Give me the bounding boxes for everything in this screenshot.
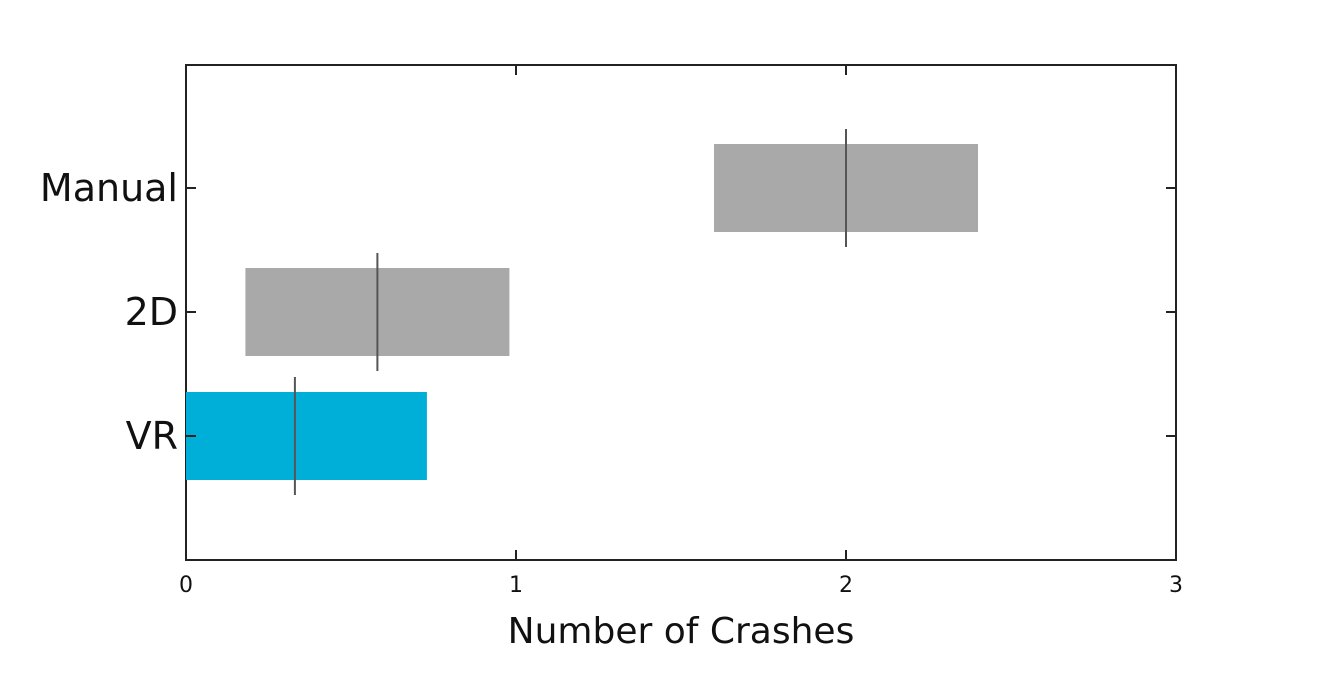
y-tick-label-2d: 2D xyxy=(125,290,178,334)
x-tick-label-2: 2 xyxy=(839,573,853,598)
x-tick-label-0: 0 xyxy=(179,573,193,598)
x-axis-title: Number of Crashes xyxy=(508,611,855,652)
y-tick-label-vr: VR xyxy=(126,414,178,458)
x-tick-label-1: 1 xyxy=(509,573,523,598)
bar-vr xyxy=(186,392,427,480)
y-tick-label-manual: Manual xyxy=(40,166,178,210)
x-tick-label-3: 3 xyxy=(1169,573,1183,598)
